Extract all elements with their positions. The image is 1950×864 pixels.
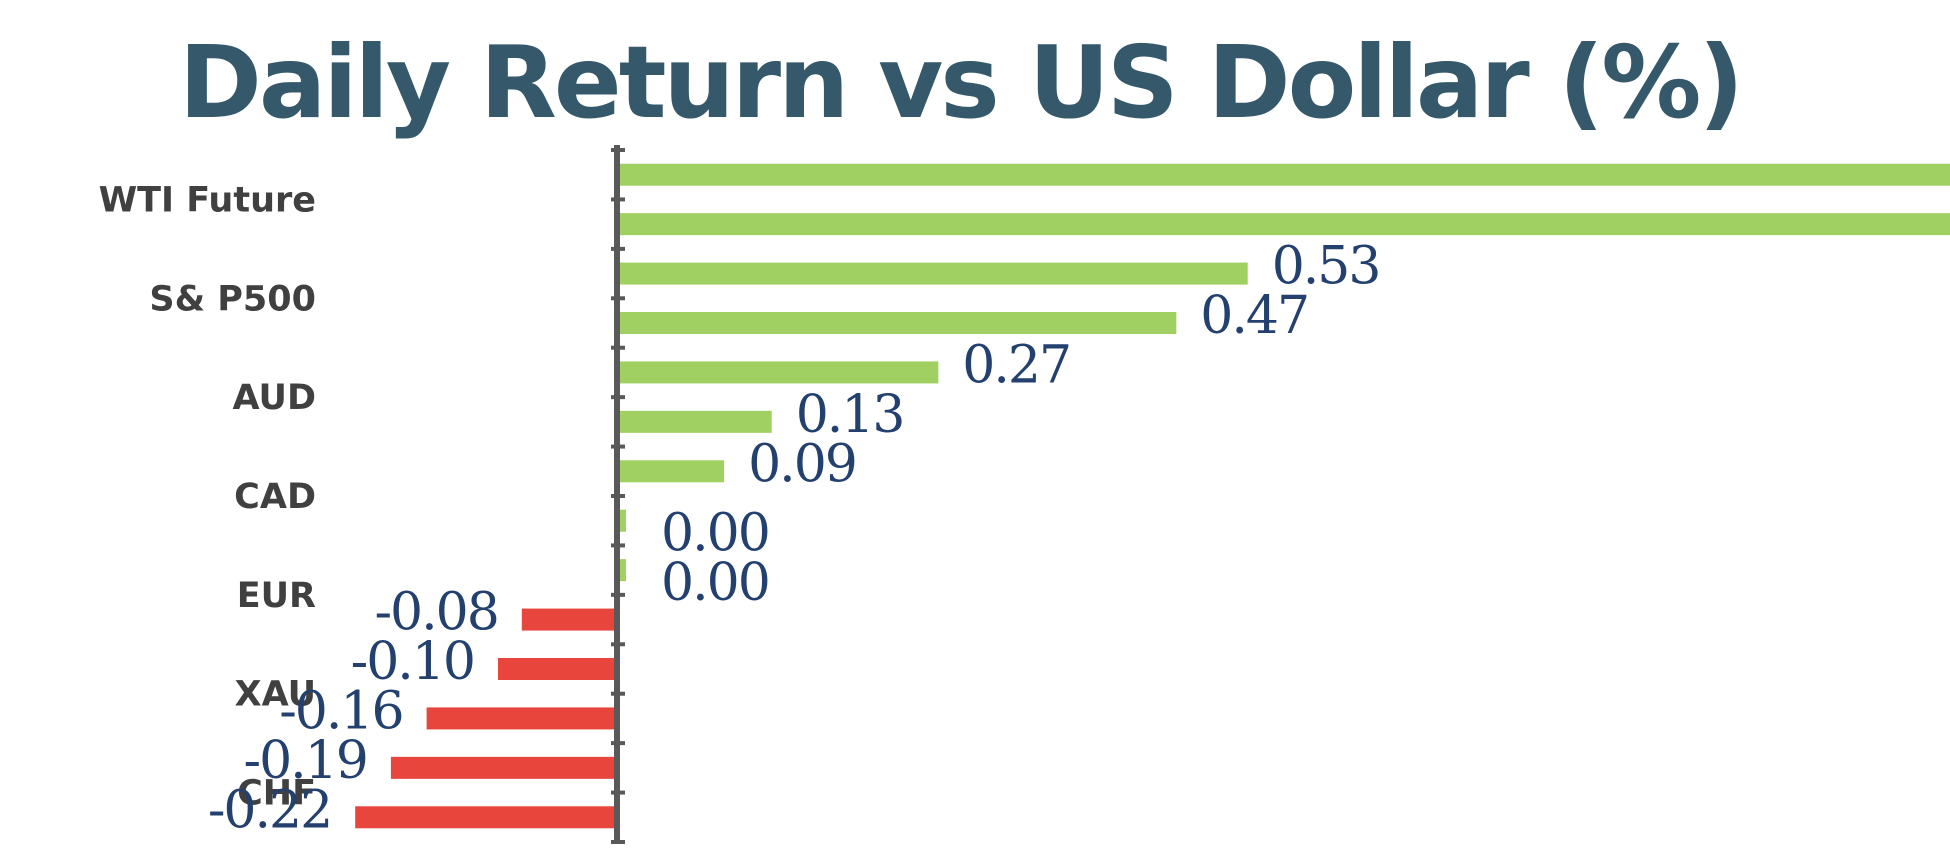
bar [617, 460, 725, 483]
data-label: -0.16 [279, 681, 402, 741]
bar [617, 312, 1177, 334]
data-label: 0.09 [748, 434, 856, 494]
bar [498, 658, 617, 680]
data-label: 0.00 [661, 504, 769, 564]
bar [617, 410, 772, 433]
category-axis [611, 145, 625, 844]
data-label: 0.00 [661, 553, 769, 613]
data-label: -0.10 [351, 632, 474, 692]
data-label: -0.19 [244, 731, 367, 791]
bar [617, 163, 1950, 186]
tick-label: EUR [237, 576, 316, 616]
tick-label: CHF [237, 774, 316, 814]
bar [617, 559, 626, 582]
bar [390, 756, 617, 779]
chart-title: Daily Return vs US Dollar (%) [178, 24, 1744, 141]
bar [617, 262, 1248, 285]
data-label: 0.53 [1272, 237, 1380, 297]
tick-label: S& P500 [149, 279, 316, 319]
bar [521, 608, 617, 631]
bar [426, 707, 617, 730]
tick-label: AUD [233, 378, 316, 418]
category-labels: WTI Future S& P500 AUD CAD EUR XAU CHF [99, 180, 316, 813]
data-label: -0.22 [208, 780, 331, 840]
value-labels: 2.362.350.530.470.270.130.090.000.00-0.0… [208, 237, 1382, 841]
data-label: -0.08 [374, 583, 497, 643]
data-label: 0.47 [1200, 286, 1308, 346]
bar [617, 509, 626, 532]
bar [355, 806, 617, 829]
data-label: 0.27 [962, 335, 1070, 395]
tick-label: CAD [234, 477, 316, 517]
bar [617, 213, 1950, 236]
bars-layer [355, 163, 1950, 829]
tick-label: WTI Future [99, 180, 316, 220]
tick-label: XAU [235, 675, 316, 715]
bar [617, 361, 939, 384]
data-label: 0.13 [796, 385, 904, 445]
